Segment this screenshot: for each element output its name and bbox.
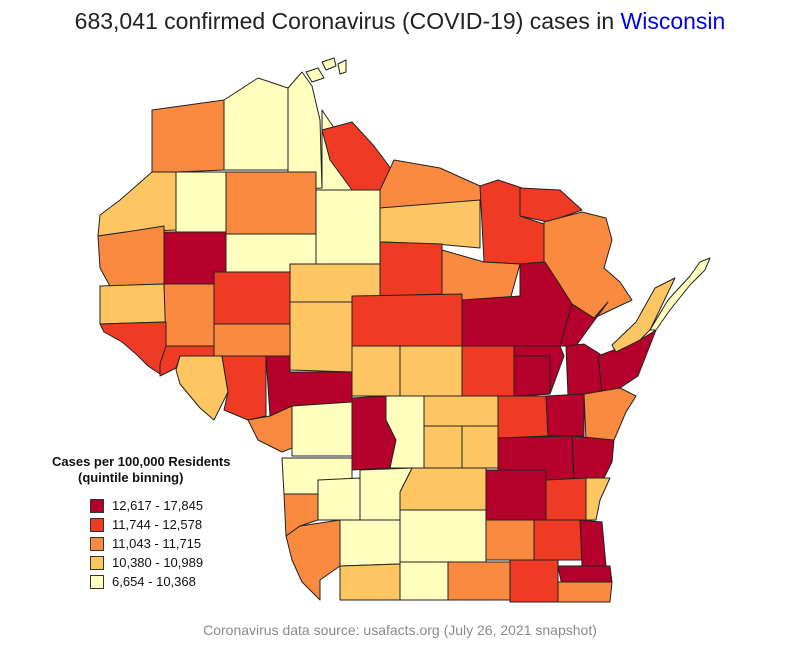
county [317, 477, 361, 521]
county [223, 77, 289, 171]
county [579, 519, 607, 567]
county [571, 435, 615, 481]
county [321, 57, 337, 71]
county [315, 189, 381, 265]
legend-swatch [90, 574, 104, 589]
county [289, 301, 353, 373]
county [583, 387, 637, 441]
county [485, 469, 547, 521]
county [533, 519, 583, 561]
county [399, 509, 487, 563]
county [379, 199, 481, 249]
county [213, 323, 291, 357]
county [585, 477, 611, 521]
legend-swatch [90, 536, 104, 551]
legend-item: 6,654 - 10,368 [90, 572, 231, 591]
county [291, 401, 353, 457]
county [151, 99, 225, 173]
county [305, 67, 325, 83]
county [213, 271, 291, 325]
county [163, 283, 215, 347]
map-legend: Cases per 100,000 Residents (quintile bi… [52, 454, 231, 591]
county [545, 393, 585, 437]
county [359, 467, 413, 521]
legend-title: Cases per 100,000 Residents [52, 454, 231, 469]
county [509, 559, 559, 603]
county [497, 395, 549, 439]
legend-item: 12,617 - 17,845 [90, 496, 231, 515]
county [379, 241, 443, 297]
county [611, 277, 676, 353]
legend-item: 10,380 - 10,989 [90, 553, 231, 572]
county [423, 425, 469, 469]
county [447, 561, 511, 601]
county [99, 283, 167, 325]
county [485, 519, 535, 561]
legend-swatch [90, 517, 104, 532]
county [221, 355, 267, 421]
legend-label: 10,380 - 10,989 [112, 555, 204, 570]
county [399, 561, 449, 601]
legend-swatch [90, 555, 104, 570]
title-prefix: 683,041 confirmed Coronavirus (COVID-19)… [74, 8, 621, 34]
county [97, 225, 165, 287]
county [351, 293, 463, 347]
title-state: Wisconsin [620, 8, 726, 34]
map-title: 683,041 confirmed Coronavirus (COVID-19)… [0, 8, 800, 35]
legend-label: 11,744 - 12,578 [112, 517, 203, 532]
county [565, 343, 603, 397]
county [225, 171, 317, 235]
legend-label: 12,617 - 17,845 [112, 498, 204, 513]
county [461, 425, 499, 469]
county [285, 519, 341, 601]
county [399, 345, 463, 397]
county [513, 355, 551, 397]
legend-label: 6,654 - 10,368 [112, 574, 196, 589]
county [557, 581, 613, 603]
county [545, 477, 587, 521]
county [283, 493, 319, 537]
legend-item: 11,744 - 12,578 [90, 515, 231, 534]
county [461, 345, 515, 397]
data-source-note: Coronavirus data source: usafacts.org (J… [203, 622, 597, 638]
county [337, 59, 347, 75]
legend-label: 11,043 - 11,715 [112, 536, 202, 551]
legend-items: 12,617 - 17,845 11,744 - 12,578 11,043 - 1… [90, 496, 231, 591]
legend-swatch [90, 498, 104, 513]
legend-subtitle: (quintile binning) [78, 470, 184, 485]
county [175, 355, 229, 421]
county [649, 257, 711, 331]
county [175, 171, 227, 233]
county [339, 563, 401, 601]
legend-item: 11,043 - 11,715 [90, 534, 231, 553]
county [339, 519, 401, 567]
